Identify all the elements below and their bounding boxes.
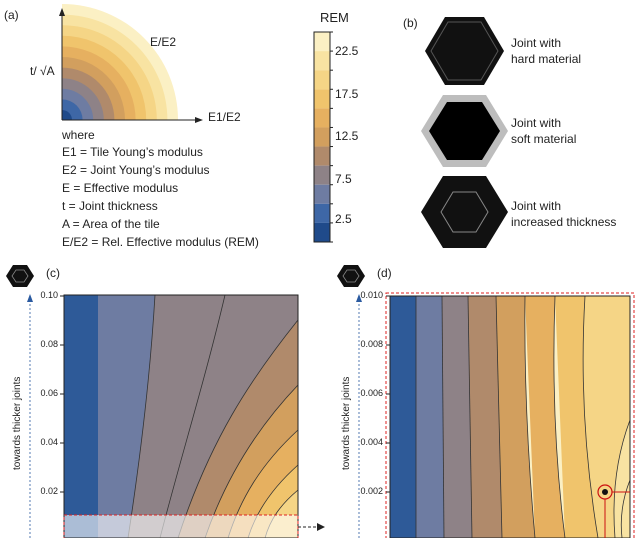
colorbar-swatch	[314, 146, 330, 166]
colorbar-swatch	[314, 203, 330, 223]
colorbar-swatch	[314, 127, 330, 147]
panel-d-ytick: 0.004	[360, 437, 383, 447]
panel-c-ytick: 0.02	[40, 486, 58, 496]
colorbar-tick: 2.5	[335, 212, 352, 226]
definition-e1: E1 = Tile Young’s modulus	[62, 145, 203, 159]
panel-d-label: (d)	[377, 266, 392, 280]
thick-joint-text: Joint with increased thickness	[511, 199, 617, 229]
target-marker-icon	[597, 484, 630, 538]
hexagon-hard-joint-icon	[425, 17, 504, 85]
panel-c-ytick: 0.06	[40, 388, 58, 398]
where-heading: where	[62, 128, 95, 142]
colorbar-swatch	[314, 89, 330, 109]
colorbar-tick: 7.5	[335, 172, 352, 186]
panel-d-ytick: 0.002	[360, 486, 383, 496]
panel-a-curve-label: E/E2	[150, 35, 177, 49]
colorbar-swatch	[314, 51, 330, 71]
colorbar-tick: 22.5	[335, 44, 359, 58]
colorbar-swatch	[314, 165, 330, 185]
colorbar-swatch	[314, 70, 330, 90]
definition-t: t = Joint thickness	[62, 199, 158, 213]
soft-joint-text: Joint with soft material	[511, 116, 577, 146]
colorbar-swatch	[314, 108, 330, 128]
definition-rem: E/E2 = Rel. Effective modulus (REM)	[62, 235, 259, 249]
hexagon-thick-joint-icon	[421, 176, 508, 248]
colorbar-swatch	[314, 32, 330, 52]
panel-d-ytick: 0.010	[360, 290, 383, 300]
panel-c-ytick: 0.04	[40, 437, 58, 447]
panel-d-ytick: 0.006	[360, 388, 383, 398]
panel-d-ytick: 0.008	[360, 339, 383, 349]
definition-a: A = Area of the tile	[62, 217, 160, 231]
colorbar-title: REM	[320, 10, 349, 25]
panel-a-y-axis-label: t/ √A	[30, 64, 55, 78]
colorbar-swatch	[314, 184, 330, 204]
colorbar-tick: 17.5	[335, 87, 359, 101]
panel-c-ytick: 0.10	[40, 290, 58, 300]
panel-a-x-axis-label: E1/E2	[208, 110, 241, 124]
quarter-arc	[62, 110, 72, 120]
panel-a-label: (a)	[4, 8, 19, 22]
panel-c-label: (c)	[46, 266, 60, 280]
panel-c-ytick: 0.08	[40, 339, 58, 349]
definition-e2: E2 = Joint Young’s modulus	[62, 163, 210, 177]
colorbar-swatch	[314, 222, 330, 242]
hard-joint-text: Joint with hard material	[511, 36, 582, 66]
panel-b-label: (b)	[403, 16, 418, 30]
definition-e: E = Effective modulus	[62, 181, 179, 195]
colorbar-tick: 12.5	[335, 129, 359, 143]
